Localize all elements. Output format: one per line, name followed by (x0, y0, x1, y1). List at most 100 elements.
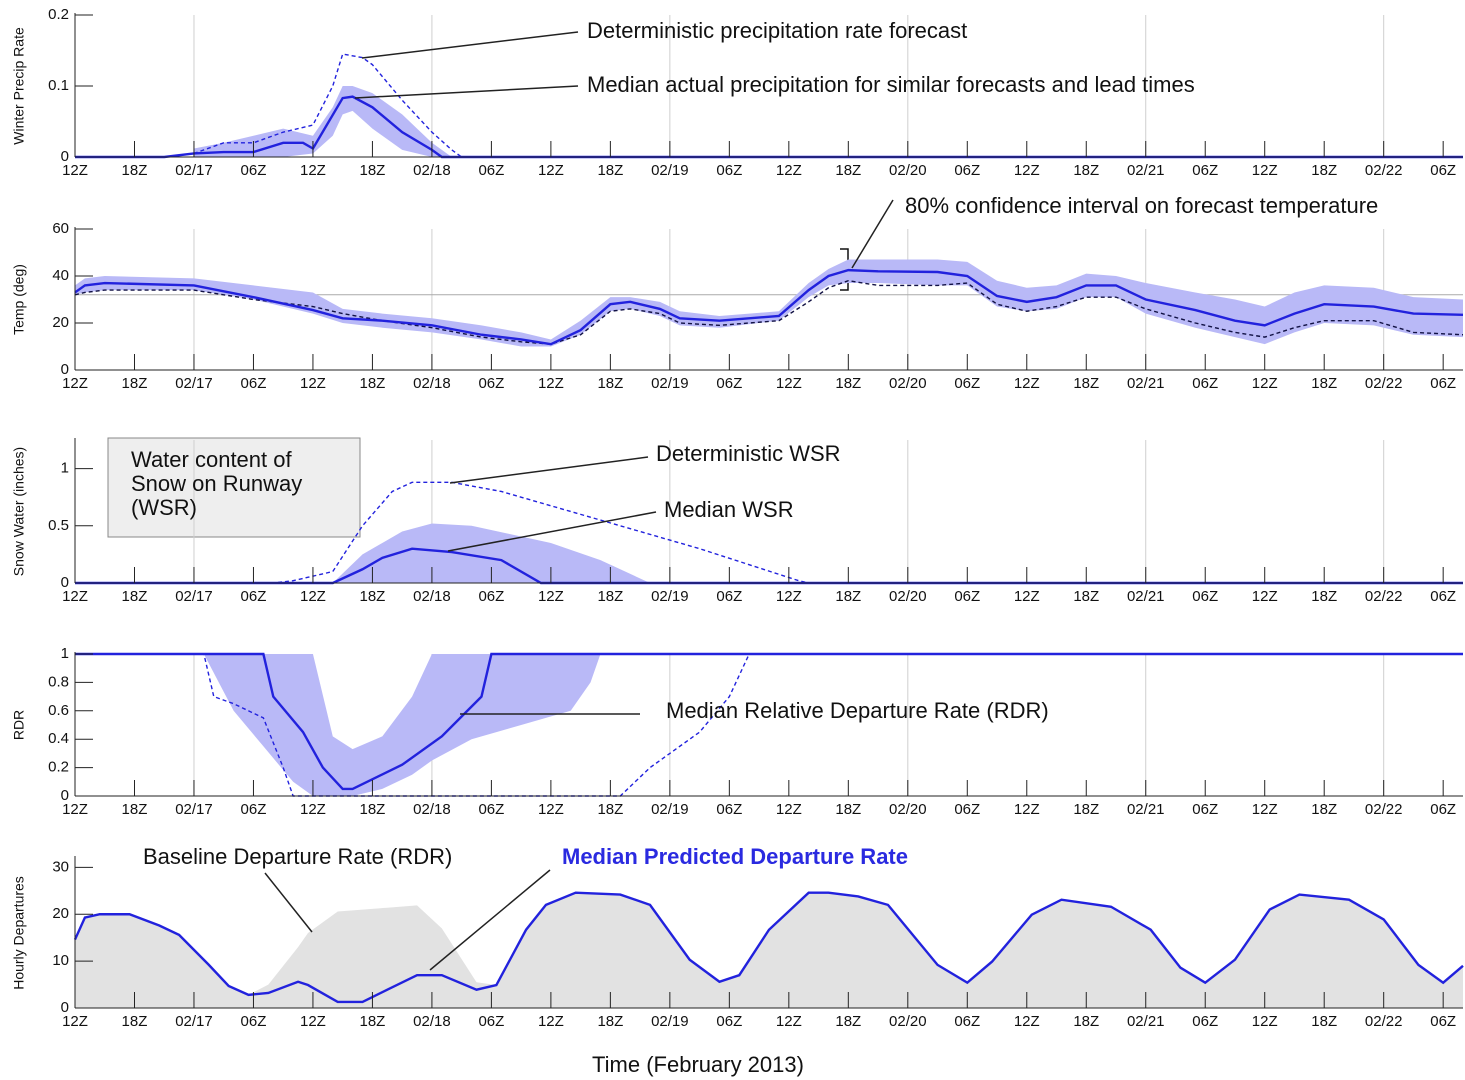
y-tick-label: 0 (61, 574, 69, 591)
x-tick-label: 18Z (597, 588, 623, 605)
x-tick-label: 12Z (62, 162, 88, 179)
x-tick-label: 06Z (1430, 588, 1456, 605)
x-tick-label: 06Z (954, 588, 980, 605)
solid-line (75, 652, 1463, 791)
x-tick-label: 12Z (300, 1013, 326, 1030)
x-tick-label: 12Z (538, 375, 564, 392)
x-tick-label: 02/20 (889, 588, 927, 605)
x-tick-label: 06Z (1192, 1013, 1218, 1030)
x-tick-label: 12Z (1252, 588, 1278, 605)
x-tick-label: 18Z (359, 1013, 385, 1030)
x-tick-label: 02/20 (889, 1013, 927, 1030)
x-tick-label: 02/18 (413, 588, 451, 605)
x-tick-label: 02/17 (175, 588, 213, 605)
x-tick-label: 12Z (300, 801, 326, 818)
x-tick-label: 12Z (538, 588, 564, 605)
x-tick-label: 18Z (122, 801, 148, 818)
y-tick-label: 10 (52, 952, 69, 969)
y-tick-label: 0 (61, 787, 69, 804)
x-tick-label: 12Z (776, 801, 802, 818)
x-tick-label: 18Z (359, 801, 385, 818)
x-tick-label: 06Z (478, 375, 504, 392)
leader-line (361, 31, 579, 59)
x-tick-label: 12Z (776, 588, 802, 605)
y-tick-label: 1 (61, 460, 69, 477)
x-tick-label: 18Z (835, 801, 861, 818)
x-tick-label: 18Z (835, 1013, 861, 1030)
x-tick-label: 12Z (1014, 375, 1040, 392)
x-tick-label: 06Z (1192, 375, 1218, 392)
y-tick-label: 30 (52, 858, 69, 875)
x-tick-label: 18Z (597, 801, 623, 818)
confidence-band (193, 86, 452, 157)
y-tick-label: 0.4 (48, 730, 69, 747)
x-tick-label: 02/22 (1365, 1013, 1403, 1030)
x-tick-label: 02/21 (1127, 162, 1165, 179)
y-tick-label: 1 (61, 645, 69, 662)
x-tick-label: 02/17 (175, 162, 213, 179)
x-tick-label: 18Z (597, 162, 623, 179)
x-tick-label: 06Z (241, 588, 267, 605)
x-tick-label: 02/18 (413, 375, 451, 392)
x-tick-label: 02/21 (1127, 375, 1165, 392)
x-tick-label: 02/22 (1365, 375, 1403, 392)
x-tick-label: 02/22 (1365, 162, 1403, 179)
y-axis-label: Temp (deg) (11, 264, 27, 335)
x-tick-label: 06Z (716, 1013, 742, 1030)
annotation: 80% confidence interval on forecast temp… (905, 193, 1378, 218)
x-tick-label: 12Z (776, 162, 802, 179)
dashed-line (74, 279, 1464, 345)
x-tick-label: 18Z (597, 1013, 623, 1030)
x-tick-label: 02/18 (413, 801, 451, 818)
x-tick-label: 02/19 (651, 588, 689, 605)
x-tick-label: 06Z (478, 588, 504, 605)
x-tick-label: 06Z (478, 162, 504, 179)
y-tick-label: 0.1 (48, 77, 69, 94)
y-tick-label: 0.6 (48, 702, 69, 719)
dashed-line (75, 481, 1463, 584)
x-tick-label: 02/20 (889, 162, 927, 179)
x-tick-label: 18Z (1311, 588, 1337, 605)
solid-line (74, 268, 1464, 346)
x-tick-label: 18Z (122, 588, 148, 605)
text-box (107, 437, 361, 538)
annotation: Deterministic precipitation rate forecas… (587, 18, 967, 43)
x-tick-label: 06Z (954, 801, 980, 818)
y-tick-label: 0.5 (48, 517, 69, 534)
baseline-area (75, 892, 1463, 1008)
x-tick-label: 18Z (1073, 375, 1099, 392)
x-tick-label: 12Z (62, 375, 88, 392)
leader-line (449, 456, 649, 484)
text-box-line: Water content of (131, 447, 292, 472)
x-tick-label: 12Z (1252, 375, 1278, 392)
x-tick-label: 18Z (359, 588, 385, 605)
x-tick-label: 06Z (478, 801, 504, 818)
x-tick-label: 18Z (1073, 801, 1099, 818)
y-tick-label: 20 (52, 905, 69, 922)
x-tick-label: 06Z (954, 375, 980, 392)
x-tick-label: 06Z (1192, 162, 1218, 179)
x-tick-label: 18Z (1311, 1013, 1337, 1030)
x-tick-label: 06Z (241, 375, 267, 392)
x-tick-label: 02/17 (175, 1013, 213, 1030)
x-tick-label: 02/17 (175, 801, 213, 818)
annotation: Baseline Departure Rate (RDR) (143, 844, 452, 869)
y-tick-label: 40 (52, 267, 69, 284)
x-tick-label: 02/19 (651, 1013, 689, 1030)
x-tick-label: 18Z (1073, 162, 1099, 179)
x-tick-label: 12Z (538, 801, 564, 818)
annotation: Median actual precipitation for similar … (587, 72, 1195, 97)
x-tick-label: 06Z (1192, 588, 1218, 605)
x-tick-label: 02/20 (889, 801, 927, 818)
x-tick-label: 06Z (1430, 1013, 1456, 1030)
x-tick-label: 12Z (1014, 162, 1040, 179)
x-tick-label: 12Z (776, 375, 802, 392)
x-tick-label: 18Z (835, 588, 861, 605)
y-tick-label: 0.8 (48, 673, 69, 690)
x-tick-label: 18Z (122, 375, 148, 392)
x-tick-label: 06Z (1192, 801, 1218, 818)
x-tick-label: 18Z (122, 162, 148, 179)
x-tick-label: 12Z (1014, 1013, 1040, 1030)
x-tick-label: 12Z (300, 375, 326, 392)
x-tick-label: 06Z (716, 162, 742, 179)
